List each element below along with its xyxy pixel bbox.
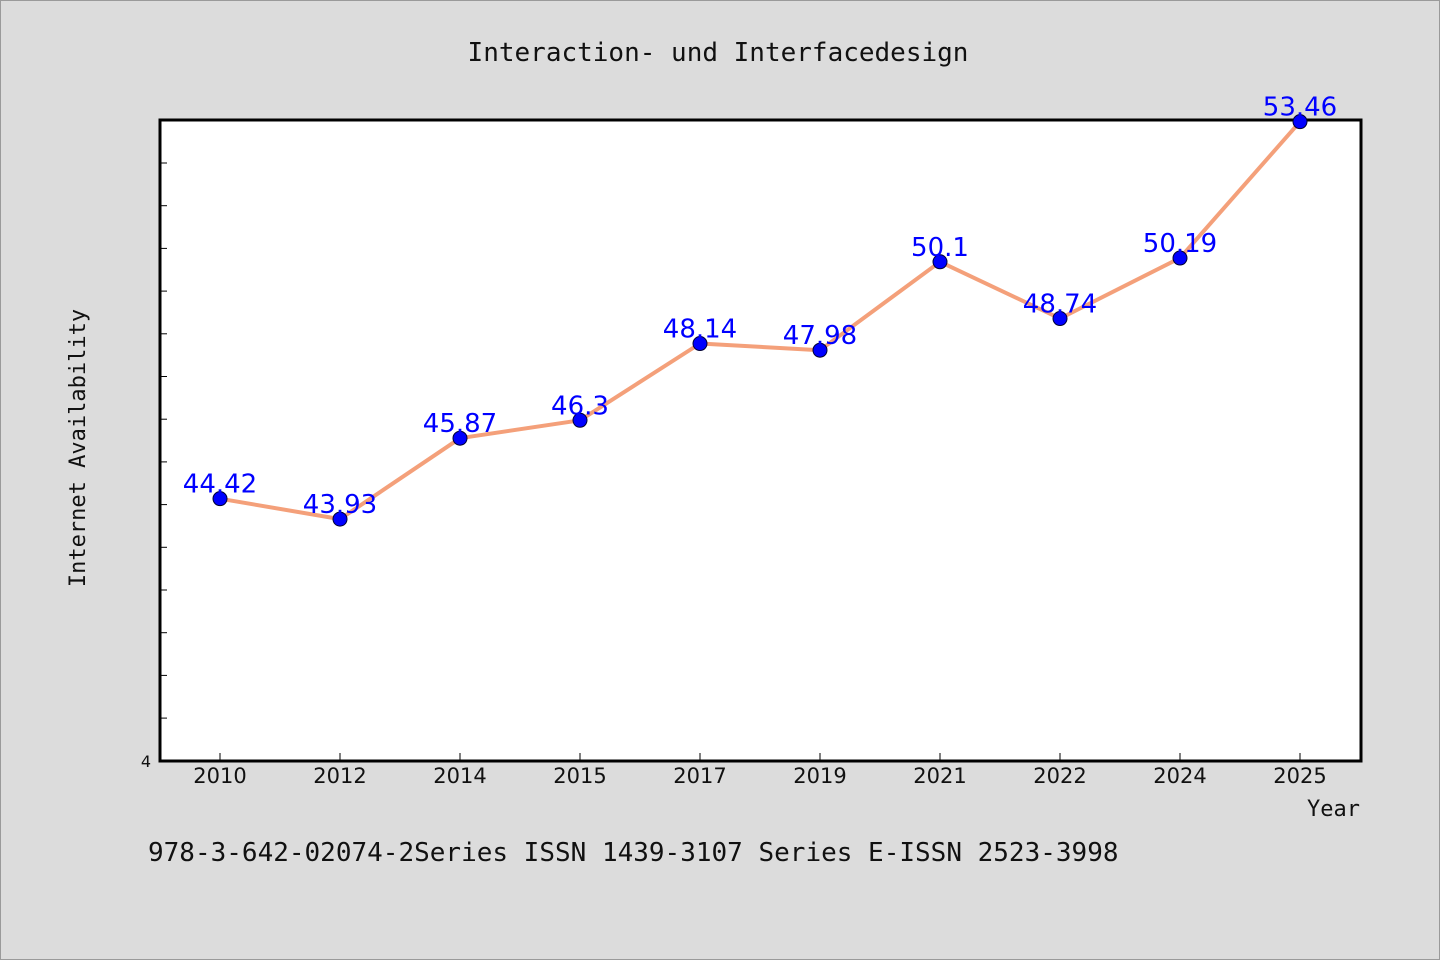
data-label: 44.42 (183, 470, 257, 500)
footer-isbn-text: 978-3-642-02074-2Series ISSN 1439-3107 S… (148, 838, 1119, 868)
x-tick-label: 2017 (673, 764, 726, 788)
x-tick-label: 2014 (433, 764, 486, 788)
data-point (212, 491, 228, 507)
data-label: 43.93 (303, 490, 377, 520)
data-point (932, 254, 948, 270)
data-label: 50.1 (911, 233, 969, 263)
x-tick-label: 2024 (1153, 764, 1206, 788)
y-axis-label: Internet Availability (66, 309, 91, 587)
x-tick-label: 2010 (193, 764, 246, 788)
data-point (332, 511, 348, 527)
x-tick-label: 2019 (793, 764, 846, 788)
plot-area (158, 118, 1363, 763)
y-axis-ticks (160, 162, 167, 719)
chart-title: Interaction- und Interfacedesign (468, 38, 969, 68)
data-label: 53.46 (1263, 93, 1337, 123)
data-point (452, 430, 468, 446)
x-tick-label: 2021 (913, 764, 966, 788)
data-label: 45.87 (423, 409, 497, 439)
y-tick-label: 4 (141, 752, 151, 771)
series-layer: 44.42 43.93 45.87 46.3 48.14 47.98 50.1 48.74 50… (183, 93, 1337, 527)
series-line (219, 120, 1302, 522)
data-point (1292, 114, 1308, 130)
data-point (572, 412, 588, 428)
data-label: 47.98 (783, 321, 857, 351)
data-point (692, 336, 708, 352)
data-point (812, 342, 828, 358)
x-axis-label: Year (1307, 797, 1360, 822)
data-label: 50.19 (1143, 229, 1217, 259)
x-tick-label: 2012 (313, 764, 366, 788)
x-axis-ticks: 2010 2012 2014 2015 2017 2019 2021 2022 2024 2025 (193, 753, 1327, 788)
data-point (1052, 311, 1068, 327)
data-label: 48.74 (1023, 290, 1097, 320)
x-tick-label: 2025 (1273, 764, 1326, 788)
data-label: 48.14 (663, 315, 737, 345)
data-point (1172, 250, 1188, 266)
x-tick-label: 2022 (1033, 764, 1086, 788)
x-tick-label: 2015 (553, 764, 606, 788)
data-label: 46.3 (551, 391, 609, 421)
